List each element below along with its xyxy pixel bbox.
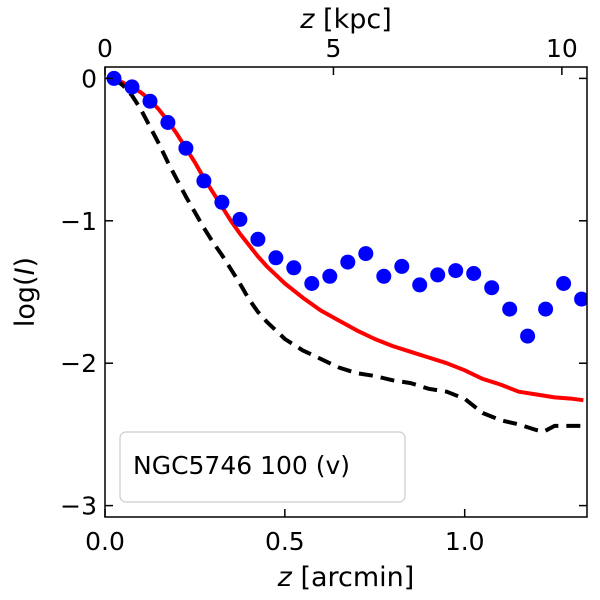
series-layer (106, 70, 587, 434)
data-point (304, 276, 320, 291)
data-point (142, 93, 158, 109)
y-tick-label: −2 (60, 349, 97, 378)
x-top-axis-label: z [kpc] (299, 4, 391, 35)
plot-frame (104, 66, 588, 518)
data-point (250, 231, 266, 247)
data-point (232, 211, 248, 227)
data-point (412, 277, 428, 293)
x-tick-label: 0.0 (85, 527, 125, 556)
legend: NGC5746 100 (v) (119, 431, 406, 503)
x-top-tick-label: 0 (97, 34, 113, 63)
x-tick-label: 1.0 (445, 527, 485, 556)
data-point (286, 260, 302, 276)
data-point (358, 246, 374, 262)
data-point (268, 250, 284, 266)
x-top-tick-label: 10 (546, 34, 578, 63)
data-point (340, 254, 356, 270)
solid-model-line (113, 76, 584, 403)
y-axis-label: log(I) (10, 257, 41, 327)
data-point (196, 173, 212, 189)
data-point (448, 263, 464, 279)
y-tick-label: −1 (60, 207, 97, 236)
y-tick-label: −3 (60, 492, 97, 521)
data-point (556, 276, 572, 291)
data-point (520, 328, 536, 344)
data-point (160, 115, 176, 130)
x-axis-label: z [arcmin] (277, 562, 415, 593)
data-point (178, 140, 194, 156)
legend-box (119, 431, 406, 503)
data-point (214, 194, 230, 210)
data-point (376, 268, 392, 284)
x-top-tick-label: 5 (325, 34, 341, 63)
x-tick-label: 0.5 (265, 527, 305, 556)
data-point (106, 70, 122, 86)
ticks-layer: 0.0 0.5 1.0 0 5 10 0 −1 −2 −3 (60, 34, 587, 556)
data-point (466, 266, 482, 281)
data-point (430, 267, 446, 283)
legend-text: NGC5746 100 (v) (133, 451, 350, 480)
data-point (538, 301, 554, 317)
data-point (124, 79, 140, 95)
data-point (484, 280, 500, 296)
data-point (574, 291, 587, 307)
data-point (394, 258, 410, 274)
y-tick-label: 0 (81, 64, 97, 93)
data-point (502, 301, 518, 317)
data-point (322, 268, 338, 284)
